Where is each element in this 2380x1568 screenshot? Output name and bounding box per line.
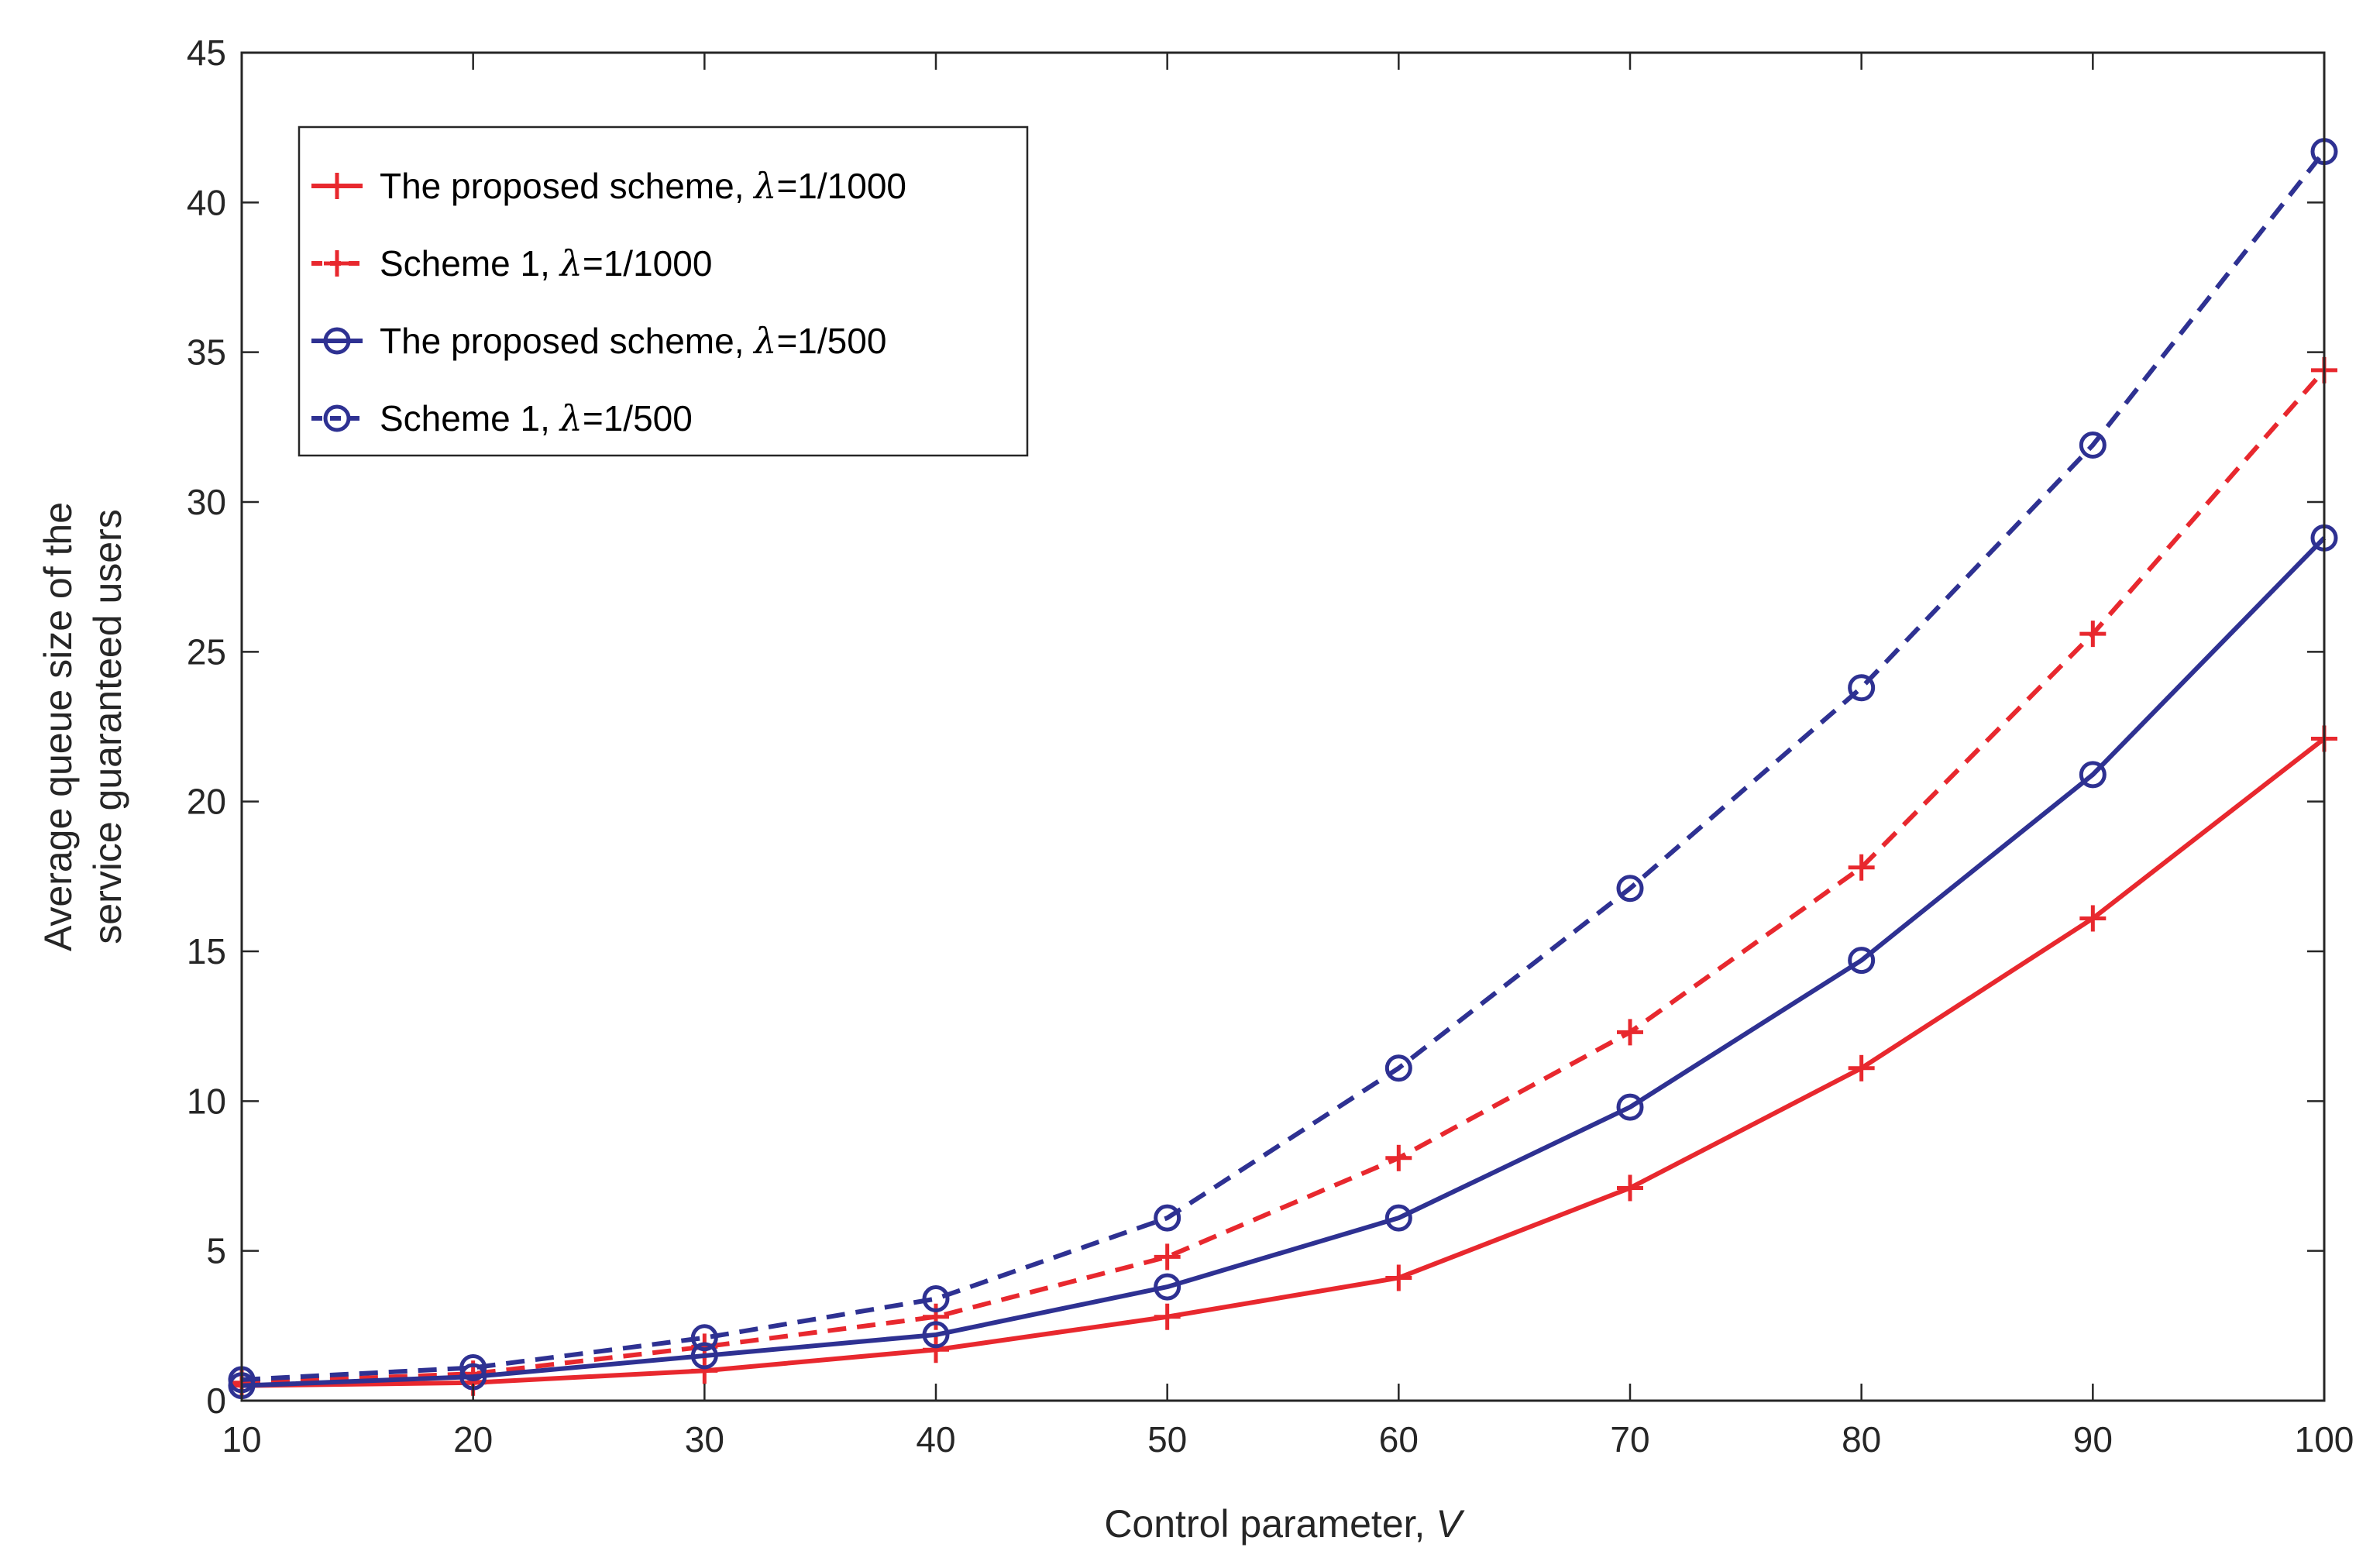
series-1-point: [1617, 1174, 1643, 1202]
x-tick-label: 70: [1610, 1419, 1649, 1460]
legend-entry: Scheme 1, λ=1/1000: [311, 242, 712, 284]
legend-label: The proposed scheme, λ=1/500: [380, 320, 886, 362]
legend-entry: The proposed scheme, λ=1/1000: [311, 165, 906, 207]
legend-label-prefix: The proposed scheme,: [380, 321, 754, 361]
series-4-point: [1384, 1054, 1412, 1082]
series-1: [229, 725, 2337, 1399]
legend-label: Scheme 1, λ=1/1000: [380, 242, 712, 284]
y-axis-ticks: 0 5 10 15 20 25 30 35 40 45: [187, 33, 2324, 1421]
series-4: [228, 138, 2338, 1394]
series-4-point: [690, 1324, 718, 1352]
series-1-point: [1154, 1303, 1181, 1330]
series-3-line: [241, 536, 2327, 1388]
x-tick-label: 100: [2295, 1419, 2354, 1460]
y-tick-label: 35: [187, 332, 226, 373]
series-1-point: [1385, 1264, 1412, 1291]
y-tick-label: 20: [187, 782, 226, 822]
series-3-point: [1154, 1273, 1181, 1301]
y-tick-label: 15: [187, 931, 226, 971]
series-4-point: [459, 1353, 487, 1381]
y-tick-label: 40: [187, 182, 226, 222]
series-3-point: [1384, 1204, 1412, 1232]
legend-label-suffix: =1/1000: [583, 243, 713, 284]
series-2-point: [1154, 1243, 1181, 1271]
y-tick-label: 45: [187, 33, 226, 73]
legend-label: Scheme 1, λ=1/500: [380, 397, 693, 439]
x-axis-ticks: 10 20 30 40 50 60 70 80 90 100: [222, 53, 2354, 1460]
x-tick-label: 30: [685, 1419, 724, 1460]
legend-label-suffix: =1/1000: [776, 166, 906, 206]
legend-label-prefix: Scheme 1,: [380, 398, 560, 438]
series-1-point: [1848, 1054, 1875, 1081]
y-axis-label: Average queue size of the service guaran…: [36, 502, 129, 951]
plot-frame: [240, 51, 2326, 1402]
y-tick-label: 5: [206, 1231, 226, 1271]
series-3-point: [922, 1321, 950, 1349]
legend-label: The proposed scheme, λ=1/1000: [380, 165, 906, 207]
legend-label-symbol: λ: [752, 165, 776, 207]
legend-marker-swatch: [324, 250, 350, 277]
series-2-line: [241, 368, 2327, 1385]
x-tick-label: 80: [1842, 1419, 1881, 1460]
x-axis-label-text: Control parameter,: [1104, 1502, 1436, 1546]
legend-entry: The proposed scheme, λ=1/500: [311, 320, 886, 362]
legend-label-suffix: =1/500: [776, 321, 886, 361]
legend-label-symbol: λ: [559, 242, 583, 284]
legend-entry: Scheme 1, λ=1/500: [311, 397, 693, 439]
series-3-point: [1616, 1093, 1644, 1121]
legend-marker-swatch: [324, 173, 350, 199]
series-4-line: [241, 150, 2327, 1382]
legend-box: [298, 126, 1029, 457]
series-2-point: [923, 1303, 949, 1330]
series-4-point: [1848, 674, 1876, 702]
series-1-point: [2079, 905, 2107, 932]
y-tick-label: 30: [187, 482, 226, 522]
y-tick-label: 25: [187, 631, 226, 672]
y-tick-label: 10: [187, 1081, 226, 1121]
x-axis-label-variable: V: [1436, 1502, 1465, 1546]
x-tick-label: 40: [916, 1419, 955, 1460]
legend-label-prefix: Scheme 1,: [380, 243, 560, 284]
x-tick-label: 10: [222, 1419, 261, 1460]
legend-label-suffix: =1/500: [583, 398, 693, 438]
x-tick-label: 50: [1147, 1419, 1187, 1460]
series-2-point: [2079, 621, 2107, 648]
series-2-point: [1385, 1144, 1412, 1171]
y-axis-label-line-1: Average queue size of the: [36, 502, 80, 951]
legend-marker-swatch: [323, 404, 351, 432]
series-4-point: [922, 1285, 950, 1313]
y-axis-label-line-2: service guaranteed users: [86, 509, 129, 944]
legend-label-symbol: λ: [559, 397, 583, 439]
x-axis-label: Control parameter, V: [1104, 1502, 1465, 1546]
series-4-point: [1616, 875, 1644, 903]
series-4-point: [1154, 1204, 1181, 1232]
series-3-point: [690, 1342, 718, 1370]
series-2-point: [1848, 854, 1875, 881]
x-tick-label: 20: [453, 1419, 493, 1460]
series-2-point: [1617, 1019, 1643, 1046]
series-layer: [228, 138, 2338, 1400]
series-1-line: [241, 737, 2326, 1388]
series-3-point: [1848, 947, 1876, 975]
series-3-point: [2079, 761, 2107, 789]
series-1-point: [691, 1357, 718, 1384]
series-1-point: [923, 1336, 949, 1363]
series-4-point: [2079, 432, 2107, 459]
legend-marker-swatch: [323, 327, 351, 355]
legend-label-prefix: The proposed scheme,: [380, 166, 754, 206]
y-tick-label: 0: [206, 1381, 226, 1421]
x-tick-label: 90: [2073, 1419, 2113, 1460]
x-tick-label: 60: [1379, 1419, 1419, 1460]
legend-label-symbol: λ: [752, 320, 776, 362]
